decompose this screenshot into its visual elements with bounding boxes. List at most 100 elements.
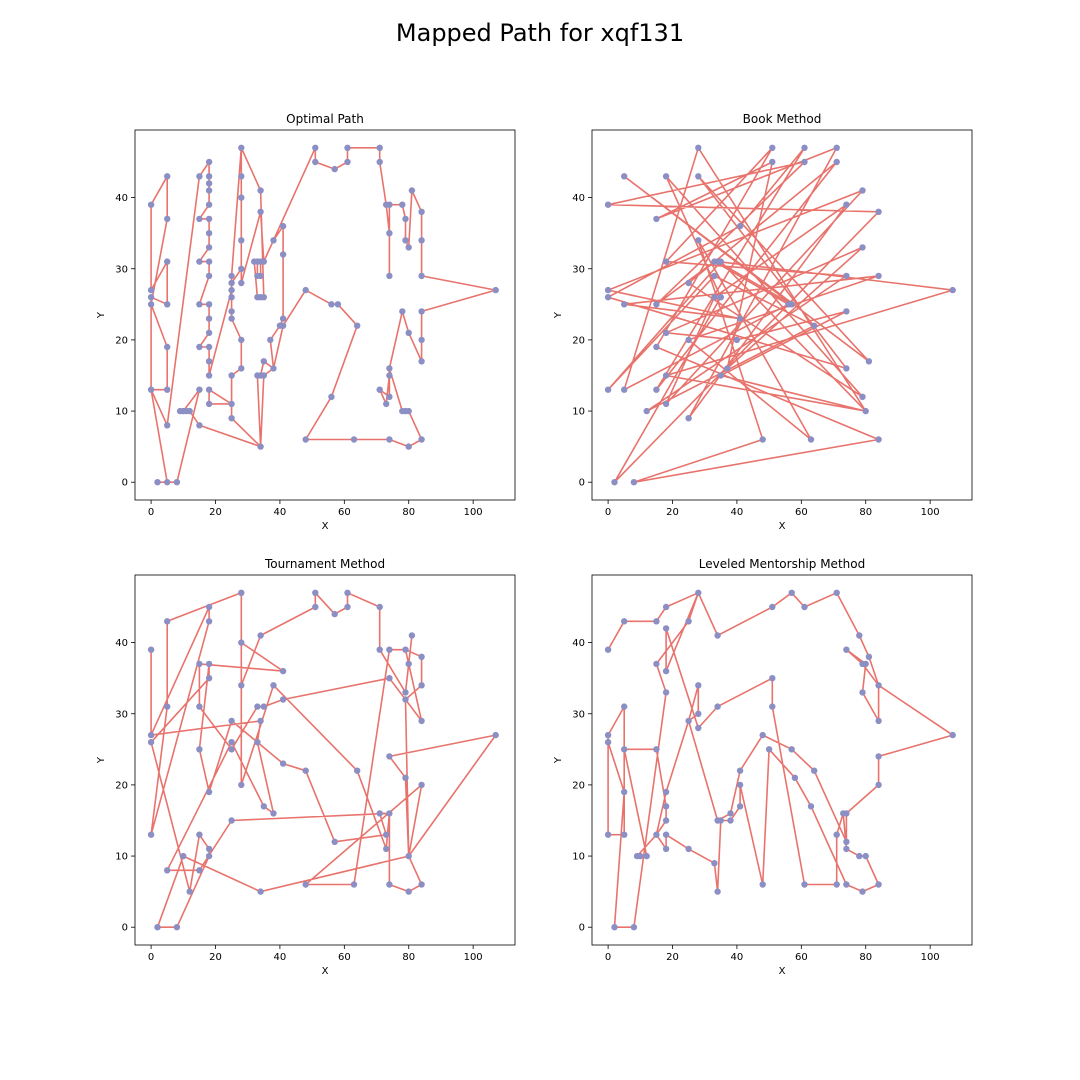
city-point — [695, 237, 702, 244]
y-axis-label: Y — [96, 756, 107, 764]
city-point — [154, 479, 161, 486]
city-point — [228, 272, 235, 280]
city-point — [376, 646, 383, 653]
city-point — [653, 215, 660, 223]
x-tick-label: 0 — [605, 507, 611, 518]
city-point — [350, 881, 358, 888]
city-point — [418, 682, 425, 689]
city-point — [604, 294, 612, 301]
city-point — [205, 180, 213, 187]
city-point — [302, 881, 309, 888]
panel-title: Optimal Path — [286, 112, 364, 126]
city-point — [695, 144, 702, 151]
city-point — [418, 358, 425, 365]
y-axis-label: Y — [96, 311, 107, 319]
city-point — [260, 803, 267, 810]
city-point — [604, 386, 612, 393]
city-point — [196, 422, 203, 429]
city-point — [205, 187, 213, 194]
city-point — [875, 717, 882, 725]
city-point — [856, 852, 863, 860]
city-point — [196, 867, 203, 874]
city-point — [386, 230, 393, 237]
city-point — [260, 372, 267, 379]
city-point — [205, 272, 213, 280]
city-point — [312, 589, 319, 596]
city-point — [334, 301, 342, 308]
city-point — [695, 710, 702, 717]
city-point — [711, 294, 718, 301]
city-point — [228, 372, 235, 379]
city-point — [386, 646, 393, 653]
city-point — [859, 888, 866, 895]
city-point — [376, 603, 383, 611]
city-point — [147, 739, 155, 746]
city-point — [279, 760, 287, 767]
city-point — [604, 286, 612, 294]
city-point — [662, 625, 670, 632]
city-point — [205, 660, 213, 668]
city-point — [662, 817, 670, 824]
city-point — [811, 767, 818, 774]
city-point — [147, 294, 155, 301]
y-tick-label: 20 — [115, 780, 128, 791]
city-point — [695, 589, 702, 596]
city-point — [270, 810, 277, 817]
city-point — [260, 703, 267, 710]
city-point — [604, 731, 612, 739]
city-point — [418, 272, 425, 280]
city-point — [254, 272, 261, 280]
city-point — [196, 746, 203, 753]
city-point — [328, 301, 335, 308]
city-point — [386, 201, 393, 208]
city-point — [279, 251, 287, 258]
city-point — [238, 279, 245, 287]
x-tick-label: 0 — [148, 952, 154, 963]
panel-title: Book Method — [743, 112, 822, 126]
city-point — [164, 173, 171, 180]
city-point — [662, 400, 670, 408]
city-point — [376, 158, 383, 166]
chart-panel-3: Tournament Method 0 20 40 60 80 100 0 10 20 30 40 X Y — [96, 557, 516, 977]
city-point — [344, 158, 351, 166]
x-tick-label: 20 — [666, 952, 679, 963]
city-point — [714, 703, 721, 710]
x-tick-label: 100 — [464, 507, 483, 518]
city-point — [257, 443, 264, 450]
city-point — [759, 436, 766, 443]
city-point — [302, 436, 309, 443]
city-point — [859, 187, 866, 194]
city-point — [147, 286, 155, 294]
city-point — [257, 888, 264, 895]
city-point — [402, 696, 409, 703]
city-point — [630, 924, 638, 931]
city-point — [164, 422, 171, 429]
y-tick-label: 20 — [572, 335, 585, 346]
y-tick-label: 30 — [115, 264, 128, 275]
city-point — [205, 258, 213, 265]
city-point — [875, 208, 882, 215]
city-point — [164, 479, 171, 486]
city-point — [875, 881, 882, 888]
x-tick-label: 60 — [338, 952, 351, 963]
city-point — [164, 301, 171, 308]
city-point — [949, 286, 956, 294]
x-axis-label: X — [779, 966, 786, 977]
path-line — [150, 147, 497, 484]
city-point — [604, 646, 612, 653]
city-point — [180, 407, 187, 415]
city-point — [270, 682, 277, 689]
city-point — [662, 603, 670, 611]
city-point — [621, 831, 628, 838]
city-point — [228, 717, 235, 725]
city-point — [205, 852, 213, 860]
city-point — [238, 194, 245, 201]
city-point — [154, 924, 161, 931]
city-point — [621, 618, 628, 625]
city-point — [736, 222, 744, 230]
city-point — [386, 272, 393, 280]
y-tick-label: 40 — [572, 638, 585, 649]
city-point — [238, 589, 245, 596]
city-point — [331, 838, 338, 845]
city-point — [196, 258, 203, 265]
